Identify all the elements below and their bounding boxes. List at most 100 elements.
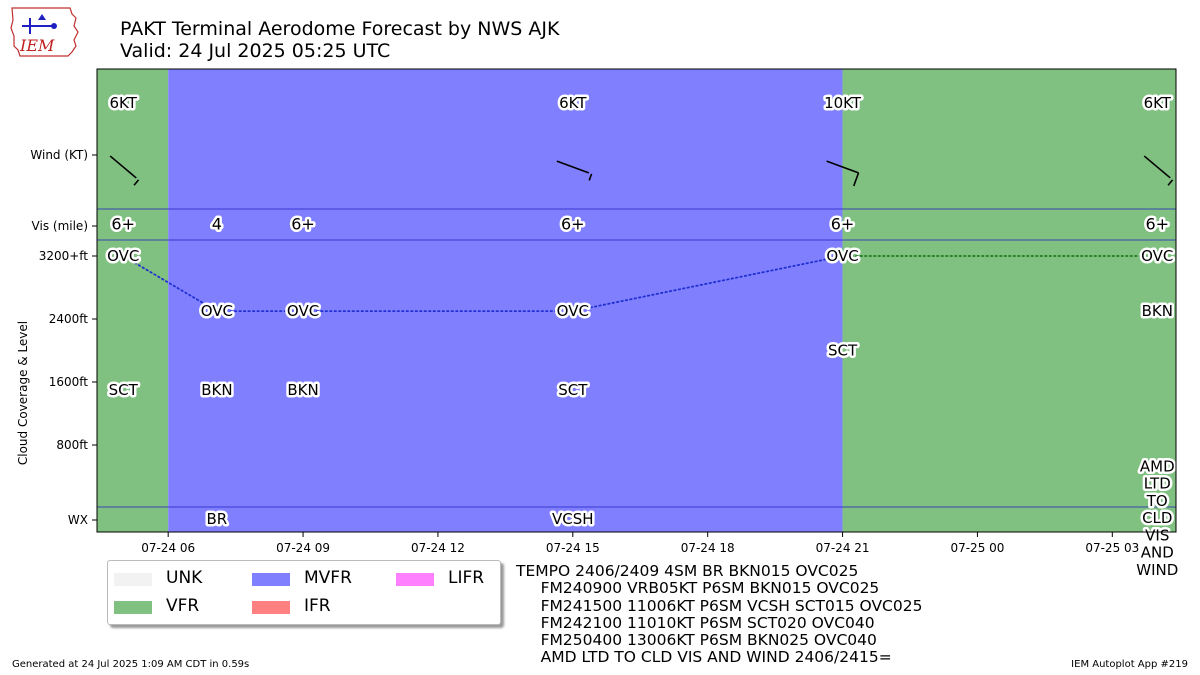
chart-title: PAKT Terminal Aerodome Forecast by NWS A… [120,18,560,40]
wind-barb-staff [109,155,137,179]
wind-speed-label-halo: 10KT [824,94,862,112]
weather-label-text: VIS [1145,526,1169,544]
legend-swatch-mvfr [252,573,290,586]
y-axis-title: Cloud Coverage & Level [16,321,30,465]
cloud-cover-label-text: SCT [828,342,858,360]
visibility-label: 6+6+ [109,212,138,236]
cloud-cover-label-halo: BKN [1142,302,1173,320]
category-band-vfr [97,69,169,532]
footer-app-id: IEM Autoplot App #219 [1071,659,1188,670]
cloud-cover-label-halo: OVC [557,302,589,320]
wind-speed-label-text: 6KT [110,94,138,112]
weather-label: AMDAMDLTDLTDTOTOCLDCLDVISVISANDANDWINDWI… [1134,455,1181,582]
visibility-label-halo: 6+ [831,215,855,234]
y-tick-label: 2400ft [49,312,89,326]
wind-speed-label-text: 6KT [559,94,587,112]
cloud-cover-label-text: OVC [557,302,589,320]
legend-label-unk: UNK [166,568,203,588]
category-band-mvfr [168,69,843,532]
y-tick-label: Wind (KT) [30,148,88,162]
cloud-cover-label-text: BKN [1142,302,1173,320]
visibility-label-halo: 4 [212,215,222,234]
chart-subtitle: Valid: 24 Jul 2025 05:25 UTC [120,40,391,62]
ceiling-line-segment [571,255,844,313]
wind-barb-staff [1143,155,1171,179]
legend: UNK VFR MVFR IFR LIFR [107,560,501,625]
weather-label-halo: TO [1146,492,1168,510]
weather-label-halo: LTD [1144,475,1171,493]
visibility-label-halo: 6+ [1145,215,1169,234]
cloud-cover-label-halo: SCT [109,381,139,399]
weather-label-halo: VIS [1145,526,1169,544]
visibility-label-text: 6+ [111,215,135,234]
weather-label-text: BR [207,510,228,528]
weather-label-halo: CLD [1142,509,1172,527]
legend-swatch-unk [114,573,152,586]
cloud-cover-label-text: OVC [201,302,233,320]
legend-label-lifr: LIFR [448,568,485,588]
legend-label-ifr: IFR [304,596,331,616]
wind-speed-label-halo: 6KT [110,94,138,112]
weather-label-text: LTD [1144,475,1171,493]
legend-label-mvfr: MVFR [304,568,352,588]
x-tick-label: 07-24 09 [276,541,330,555]
ceiling-line-segment [122,255,218,313]
weather-label-text: WIND [1136,561,1178,579]
x-tick-label: 07-25 00 [950,541,1004,555]
wind-barb-staff [556,160,590,174]
visibility-label-text: 4 [212,215,222,234]
cloud-cover-label-text: OVC [107,247,139,265]
visibility-label-text: 6+ [291,215,315,234]
visibility-label: 6+6+ [828,212,857,236]
legend-swatch-ifr [252,601,290,614]
cloud-cover-label-halo: BKN [287,381,318,399]
cloud-cover-label-halo: SCT [558,381,588,399]
x-tick-label: 07-24 18 [681,541,735,555]
cloud-cover-label-halo: OVC [107,247,139,265]
cloud-cover-label-text: OVC [1141,247,1173,265]
category-band-vfr [842,69,1176,532]
iem-logo: IEM [10,7,79,57]
legend-swatch-vfr [114,601,152,614]
visibility-label: 44 [209,212,224,236]
y-tick-label: 1600ft [49,375,89,389]
wind-speed-label-halo: 6KT [1144,94,1172,112]
wind-barb-tick [588,173,593,181]
cloud-cover-label-halo: OVC [287,302,319,320]
cloud-cover-label-halo: OVC [1141,247,1173,265]
visibility-label-text: 6+ [1145,215,1169,234]
weather-label-text: VCSH [552,510,594,528]
y-tick-label: 3200+ft [39,249,89,263]
x-tick-label: 07-24 12 [411,541,465,555]
visibility-label: 6+6+ [1143,212,1172,236]
legend-label-vfr: VFR [166,596,200,616]
legend-swatch-lifr [396,573,434,586]
visibility-label-text: 6+ [561,215,585,234]
cloud-cover-label-text: SCT [109,381,139,399]
visibility-label-halo: 6+ [291,215,315,234]
x-tick-label: 07-24 15 [546,541,600,555]
footer-generated: Generated at 24 Jul 2025 1:09 AM CDT in … [12,659,250,670]
visibility-label: 6+6+ [559,212,588,236]
y-tick-label: 800ft [56,438,88,452]
taf-raw-text: TEMPO 2406/2409 4SM BR BKN015 OVC025 FM2… [516,562,923,667]
cloud-cover-label-halo: BKN [201,381,232,399]
x-tick-label: 07-24 06 [141,541,195,555]
plot-frame [96,68,1177,533]
visibility-label-halo: 6+ [111,215,135,234]
cloud-cover-label-halo: OVC [826,247,858,265]
y-tick-label: WX [68,513,88,527]
